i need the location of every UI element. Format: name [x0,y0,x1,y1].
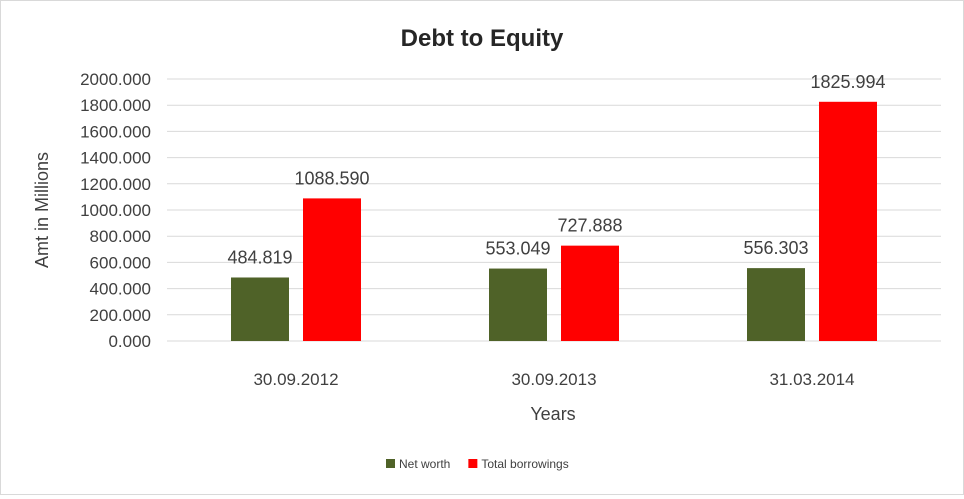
legend: Net worth Total borrowings [386,457,569,471]
legend-label: Net worth [399,457,450,471]
gridlines [167,78,941,342]
x-tick-label: 30.09.2012 [253,370,338,389]
bar [231,277,289,341]
y-axis-label: Amt in Millions [32,152,52,268]
bar [489,268,547,341]
x-axis-ticks: 30.09.2012 30.09.2013 31.03.2014 [253,370,854,389]
y-tick-label: 200.000 [90,306,151,325]
bar [561,245,619,341]
x-tick-label: 30.09.2013 [511,370,596,389]
y-tick-label: 600.000 [90,253,151,272]
legend-swatch [468,459,478,468]
y-tick-label: 2000.000 [80,70,151,89]
data-label: 556.303 [743,238,808,258]
y-tick-label: 1800.000 [80,96,151,115]
data-labels: 484.819 1088.590 553.049 727.888 556.303 1825… [227,72,885,268]
legend-label: Total borrowings [481,457,568,471]
bars [231,101,877,341]
data-label: 727.888 [557,216,622,236]
y-tick-label: 0.000 [108,332,151,351]
data-label: 484.819 [227,247,292,267]
data-label: 1825.994 [810,72,885,92]
y-tick-label: 1200.000 [80,175,151,194]
x-axis-label: Years [530,404,575,424]
y-axis-ticks: 0.000 200.000 400.000 600.000 800.000 1000.00… [80,70,151,351]
legend-swatch [386,459,395,468]
y-tick-label: 800.000 [90,227,151,246]
bar [819,101,877,341]
y-tick-label: 1400.000 [80,149,151,168]
bar [303,198,361,341]
y-tick-label: 400.000 [90,280,151,299]
x-tick-label: 31.03.2014 [769,370,854,389]
data-label: 553.049 [485,239,550,259]
chart-title: Debt to Equity [401,25,564,52]
y-tick-label: 1000.000 [80,201,151,220]
y-tick-label: 1600.000 [80,122,151,141]
data-label: 1088.590 [294,168,369,188]
bar [747,268,805,341]
